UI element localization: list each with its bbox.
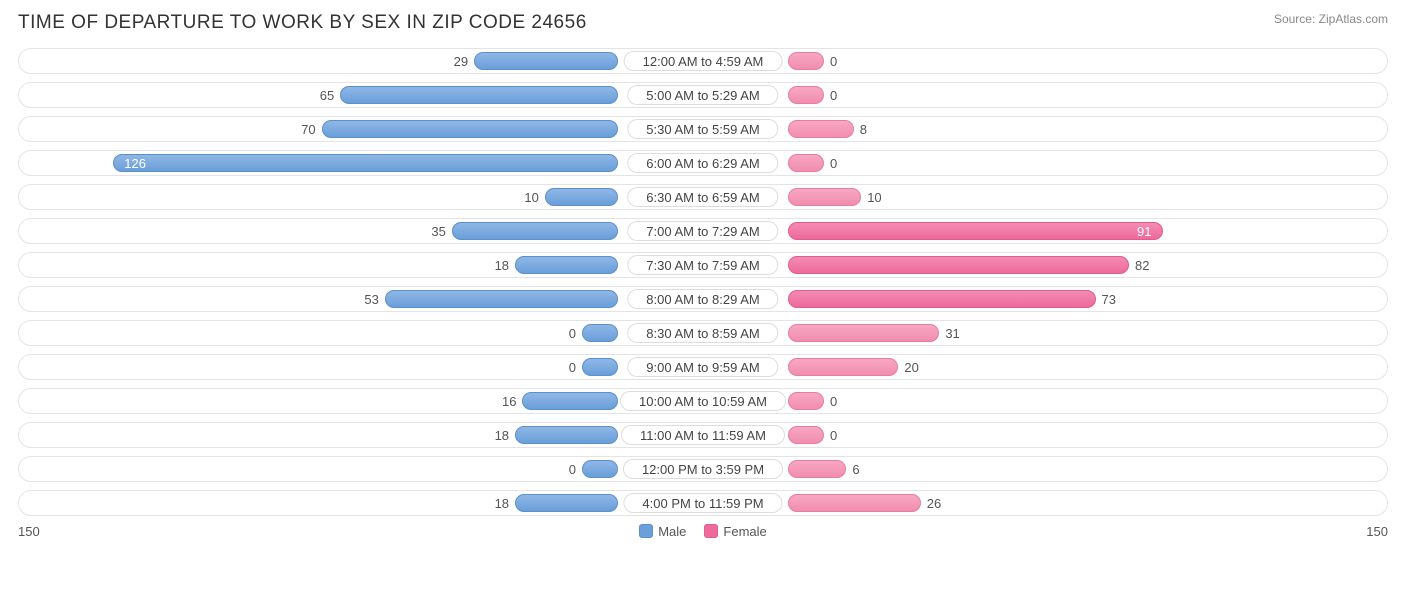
header: TIME OF DEPARTURE TO WORK BY SEX IN ZIP … [18,12,1388,34]
time-range-label: 8:30 AM to 8:59 AM [627,323,778,343]
female-value: 20 [904,355,918,379]
male-value: 0 [569,457,576,481]
female-bar [788,290,1096,308]
time-range-label: 5:00 AM to 5:29 AM [627,85,778,105]
male-value: 10 [524,185,538,209]
female-value: 0 [830,151,837,175]
male-bar [515,256,618,274]
table-row: 0 6 12:00 PM to 3:59 PM [18,456,1388,482]
table-row: 10 10 6:30 AM to 6:59 AM [18,184,1388,210]
female-value: 8 [860,117,867,141]
male-bar [582,358,618,376]
female-bar [788,256,1129,274]
legend: Male Female [639,524,767,539]
female-swatch-icon [704,524,718,538]
male-bar [322,120,618,138]
female-value: 0 [830,49,837,73]
male-bar [545,188,618,206]
female-bar: 91 [788,222,1163,240]
female-bar [788,494,921,512]
male-value: 0 [569,321,576,345]
male-value: 65 [320,83,334,107]
male-value: 18 [495,423,509,447]
female-bar [788,120,854,138]
male-value: 29 [454,49,468,73]
table-row: 29 0 12:00 AM to 4:59 AM [18,48,1388,74]
table-row: 16 0 10:00 AM to 10:59 AM [18,388,1388,414]
female-value: 6 [852,457,859,481]
male-bar [385,290,618,308]
male-value: 35 [431,219,445,243]
legend-male: Male [639,524,686,539]
female-bar [788,358,898,376]
female-value: 10 [867,185,881,209]
female-bar [788,52,824,70]
source-attribution: Source: ZipAtlas.com [1274,12,1388,26]
male-value: 70 [301,117,315,141]
chart-title: TIME OF DEPARTURE TO WORK BY SEX IN ZIP … [18,12,587,34]
time-range-label: 9:00 AM to 9:59 AM [627,357,778,377]
chart-footer: 150 Male Female 150 [18,524,1388,539]
male-bar [522,392,618,410]
female-value: 91 [1137,223,1151,239]
table-row: 53 73 8:00 AM to 8:29 AM [18,286,1388,312]
female-bar [788,426,824,444]
female-value: 26 [927,491,941,515]
female-bar [788,392,824,410]
male-bar: 126 [113,154,618,172]
time-range-label: 7:00 AM to 7:29 AM [627,221,778,241]
male-bar [515,426,618,444]
female-value: 0 [830,83,837,107]
female-bar [788,86,824,104]
male-value: 16 [502,389,516,413]
table-row: 65 0 5:00 AM to 5:29 AM [18,82,1388,108]
male-bar [582,460,618,478]
table-row: 18 82 7:30 AM to 7:59 AM [18,252,1388,278]
time-range-label: 12:00 PM to 3:59 PM [623,459,783,479]
male-value: 53 [364,287,378,311]
male-value: 126 [124,155,146,171]
axis-left-max: 150 [18,524,40,539]
male-bar [452,222,618,240]
female-bar [788,324,939,342]
time-range-label: 11:00 AM to 11:59 AM [621,425,785,445]
legend-male-label: Male [658,524,686,539]
diverging-bar-chart: 29 0 12:00 AM to 4:59 AM 65 0 5:00 AM to 5:29… [18,48,1388,516]
table-row: 0 20 9:00 AM to 9:59 AM [18,354,1388,380]
table-row: 35 91 7:00 AM to 7:29 AM [18,218,1388,244]
male-value: 18 [495,491,509,515]
table-row: 18 0 11:00 AM to 11:59 AM [18,422,1388,448]
time-range-label: 8:00 AM to 8:29 AM [627,289,778,309]
table-row: 18 26 4:00 PM to 11:59 PM [18,490,1388,516]
male-bar [474,52,618,70]
female-value: 31 [945,321,959,345]
time-range-label: 12:00 AM to 4:59 AM [624,51,783,71]
female-value: 73 [1102,287,1116,311]
table-row: 126 0 6:00 AM to 6:29 AM [18,150,1388,176]
time-range-label: 5:30 AM to 5:59 AM [627,119,778,139]
male-value: 0 [569,355,576,379]
male-bar [582,324,618,342]
female-bar [788,154,824,172]
time-range-label: 10:00 AM to 10:59 AM [620,391,786,411]
female-value: 0 [830,389,837,413]
table-row: 0 31 8:30 AM to 8:59 AM [18,320,1388,346]
female-bar [788,460,846,478]
female-value: 82 [1135,253,1149,277]
female-bar [788,188,861,206]
male-bar [515,494,618,512]
legend-female-label: Female [723,524,766,539]
male-swatch-icon [639,524,653,538]
time-range-label: 6:00 AM to 6:29 AM [627,153,778,173]
time-range-label: 7:30 AM to 7:59 AM [627,255,778,275]
table-row: 70 8 5:30 AM to 5:59 AM [18,116,1388,142]
legend-female: Female [704,524,766,539]
male-bar [340,86,618,104]
time-range-label: 6:30 AM to 6:59 AM [627,187,778,207]
time-range-label: 4:00 PM to 11:59 PM [623,493,782,513]
male-value: 18 [495,253,509,277]
axis-right-max: 150 [1366,524,1388,539]
female-value: 0 [830,423,837,447]
